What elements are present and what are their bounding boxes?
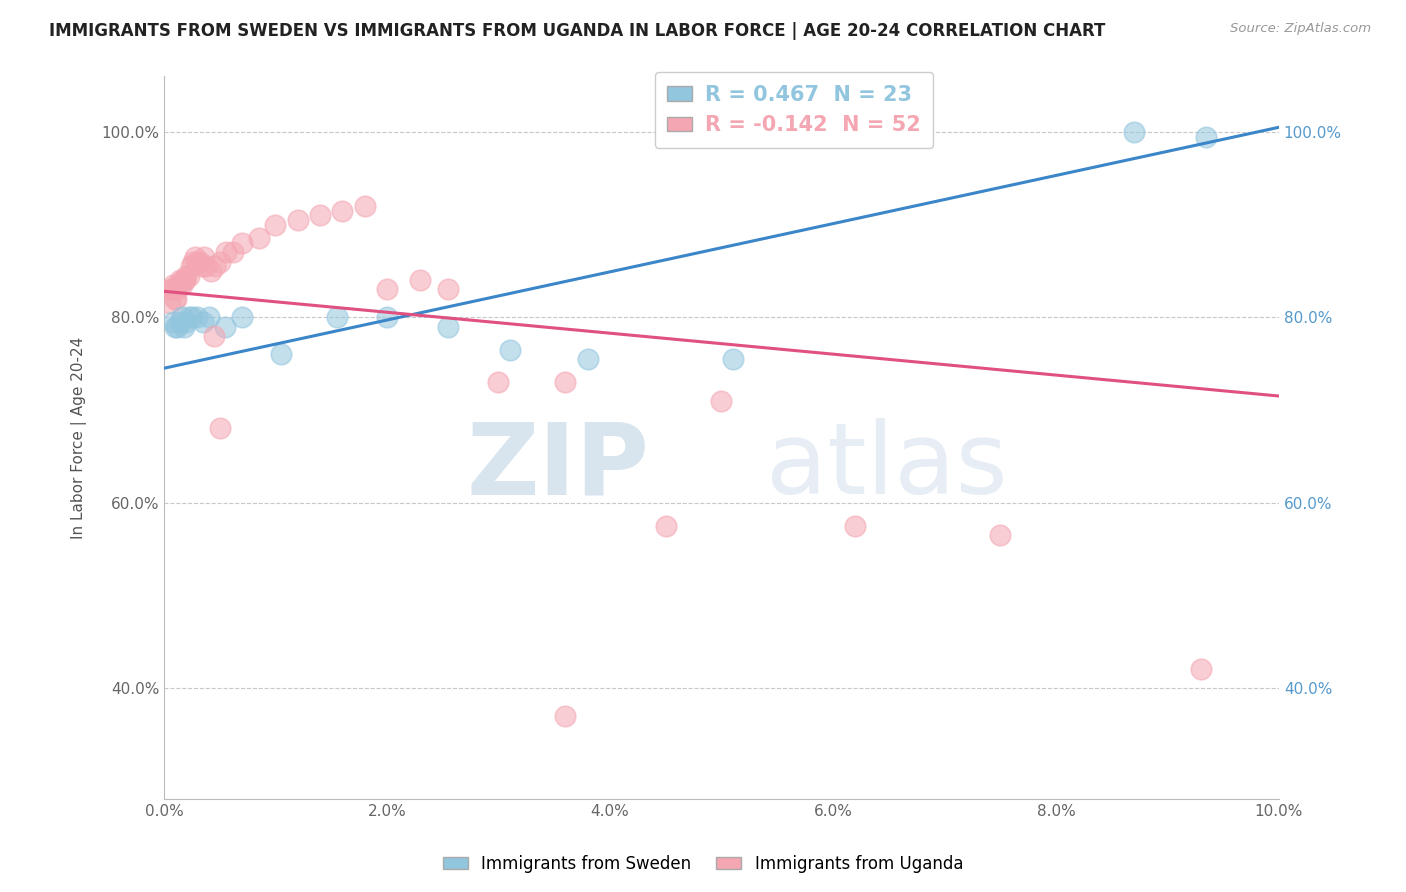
Point <box>166 319 188 334</box>
Text: IMMIGRANTS FROM SWEDEN VS IMMIGRANTS FROM UGANDA IN LABOR FORCE | AGE 20-24 CORR: IMMIGRANTS FROM SWEDEN VS IMMIGRANTS FRO… <box>49 22 1105 40</box>
Point <box>375 310 398 325</box>
Point <box>231 236 253 251</box>
Point <box>332 203 354 218</box>
Point <box>208 254 231 268</box>
Point <box>437 319 460 334</box>
Legend: R = 0.467  N = 23, R = -0.142  N = 52: R = 0.467 N = 23, R = -0.142 N = 52 <box>655 72 934 148</box>
Point <box>184 250 207 264</box>
Point <box>180 310 202 325</box>
Point <box>353 199 375 213</box>
Point <box>721 351 744 366</box>
Point <box>576 351 599 366</box>
Point <box>174 315 197 329</box>
Point <box>1189 662 1212 676</box>
Point <box>177 268 200 283</box>
Point <box>169 273 191 287</box>
Point <box>167 277 190 292</box>
Point <box>1123 125 1146 139</box>
Y-axis label: In Labor Force | Age 20-24: In Labor Force | Age 20-24 <box>72 336 87 539</box>
Point <box>844 518 866 533</box>
Point <box>654 518 676 533</box>
Point <box>181 254 204 268</box>
Point <box>186 310 208 325</box>
Point <box>162 277 184 292</box>
Text: atlas: atlas <box>766 418 1008 516</box>
Point <box>165 292 187 306</box>
Point <box>204 260 226 274</box>
Point <box>177 310 200 325</box>
Point <box>163 282 186 296</box>
Point <box>554 708 576 723</box>
Point <box>287 213 309 227</box>
Point <box>166 282 188 296</box>
Point <box>170 277 193 292</box>
Point <box>159 296 181 310</box>
Point <box>200 264 222 278</box>
Point <box>174 273 197 287</box>
Point <box>193 250 215 264</box>
Point <box>197 310 219 325</box>
Point <box>231 310 253 325</box>
Point <box>188 254 211 268</box>
Point <box>1195 129 1218 144</box>
Point <box>375 282 398 296</box>
Point <box>160 282 183 296</box>
Point <box>488 375 510 389</box>
Point <box>247 231 270 245</box>
Point <box>159 282 181 296</box>
Point <box>214 319 236 334</box>
Point <box>165 319 187 334</box>
Point <box>309 208 332 222</box>
Point <box>186 254 208 268</box>
Point <box>162 315 184 329</box>
Text: ZIP: ZIP <box>467 418 650 516</box>
Legend: Immigrants from Sweden, Immigrants from Uganda: Immigrants from Sweden, Immigrants from … <box>436 848 970 880</box>
Point <box>222 245 245 260</box>
Point <box>180 260 202 274</box>
Point <box>264 218 287 232</box>
Point <box>409 273 432 287</box>
Point <box>208 421 231 435</box>
Point <box>172 273 194 287</box>
Point <box>202 328 225 343</box>
Point <box>195 260 218 274</box>
Point <box>215 245 238 260</box>
Point <box>170 310 193 325</box>
Point <box>710 393 733 408</box>
Point <box>191 315 214 329</box>
Point <box>554 375 576 389</box>
Text: Source: ZipAtlas.com: Source: ZipAtlas.com <box>1230 22 1371 36</box>
Point <box>165 292 187 306</box>
Point <box>437 282 460 296</box>
Point <box>270 347 292 361</box>
Point <box>988 528 1011 542</box>
Point <box>174 268 197 283</box>
Point <box>191 260 214 274</box>
Point <box>169 315 191 329</box>
Point <box>173 273 195 287</box>
Point <box>326 310 349 325</box>
Point <box>173 319 195 334</box>
Point <box>498 343 520 357</box>
